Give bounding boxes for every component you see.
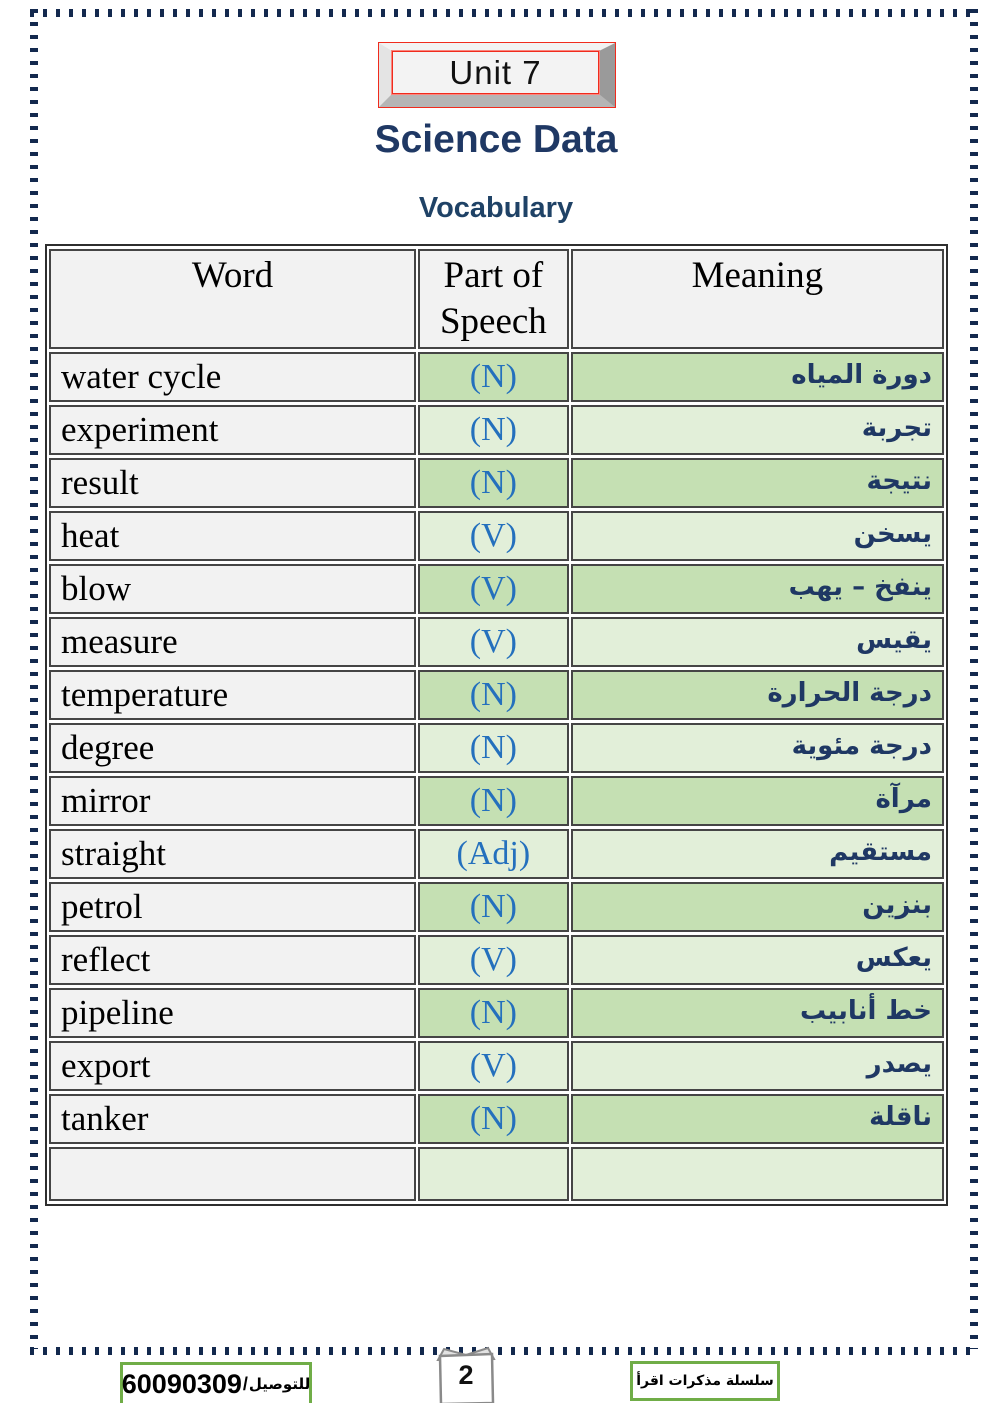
pos-cell: (N): [418, 775, 569, 826]
word-cell: degree: [49, 722, 417, 773]
table-row: straight (Adj) مستقيم: [49, 828, 944, 879]
meaning-cell: يعكس: [570, 934, 944, 985]
column-header-meaning: Meaning: [570, 249, 944, 349]
table-row: petrol (N) بنزين: [49, 881, 944, 932]
pos-cell: (N): [418, 669, 569, 720]
pos-cell: [418, 1146, 569, 1201]
page-border-left: [30, 9, 38, 1349]
contact-box: للتوصيل/60090309: [120, 1362, 312, 1403]
table-row: blow (V) ينفخ – يهب: [49, 563, 944, 614]
table-row: mirror (N) مرآة: [49, 775, 944, 826]
page-border-right: [970, 9, 978, 1349]
word-cell: pipeline: [49, 987, 417, 1038]
meaning-cell: ناقلة: [570, 1093, 944, 1144]
meaning-cell: ينفخ – يهب: [570, 563, 944, 614]
page-number: 2: [458, 1360, 474, 1390]
page-title: Science Data: [374, 118, 618, 161]
meaning-cell: مستقيم: [570, 828, 944, 879]
table-row: reflect (V) يعكس: [49, 934, 944, 985]
word-cell: straight: [49, 828, 417, 879]
pos-cell: (N): [418, 881, 569, 932]
word-cell: tanker: [49, 1093, 417, 1144]
meaning-cell: يقيس: [570, 616, 944, 667]
pos-cell: (V): [418, 616, 569, 667]
word-cell: experiment: [49, 404, 417, 455]
pos-cell: (N): [418, 404, 569, 455]
table-row: experiment (N) تجربة: [49, 404, 944, 455]
series-label: سلسلة مذكرات اقرأ: [636, 1373, 774, 1389]
table-row: degree (N) درجة مئوية: [49, 722, 944, 773]
series-box: سلسلة مذكرات اقرأ: [630, 1361, 780, 1401]
meaning-cell: يسخن: [570, 510, 944, 561]
pos-cell: (N): [418, 351, 569, 402]
table-row: [49, 1146, 944, 1201]
column-header-pos: Part of Speech: [418, 249, 569, 349]
contact-separator: /: [242, 1373, 248, 1394]
unit-banner: Unit 7: [378, 42, 616, 108]
unit-banner-bevel: Unit 7: [379, 43, 615, 107]
pos-cell: (N): [418, 1093, 569, 1144]
column-header-word: Word: [49, 249, 417, 349]
scroll-paper-icon: [436, 1346, 496, 1403]
page-border-bottom: [30, 1347, 978, 1355]
page-number-scroll-icon: 2: [428, 1344, 504, 1403]
table-header-row: Word Part of Speech Meaning: [49, 249, 944, 349]
meaning-cell: تجربة: [570, 404, 944, 455]
pos-cell: (N): [418, 722, 569, 773]
word-cell: export: [49, 1040, 417, 1091]
word-cell: heat: [49, 510, 417, 561]
table-row: tanker (N) ناقلة: [49, 1093, 944, 1144]
table-row: result (N) نتيجة: [49, 457, 944, 508]
contact-label: للتوصيل: [248, 1375, 311, 1393]
contact-number: 60090309: [121, 1368, 242, 1399]
pos-cell: (V): [418, 563, 569, 614]
table-row: pipeline (N) خط أنابيب: [49, 987, 944, 1038]
vocabulary-table: Word Part of Speech Meaning water cycle(…: [45, 244, 948, 1206]
unit-banner-label: Unit 7: [391, 50, 600, 95]
table-row: heat (V) يسخن: [49, 510, 944, 561]
page-subtitle: Vocabulary: [418, 192, 574, 224]
meaning-cell: خط أنابيب: [570, 987, 944, 1038]
word-cell: temperature: [49, 669, 417, 720]
word-cell: [49, 1146, 417, 1201]
word-cell: reflect: [49, 934, 417, 985]
table-row: export (V) يصدر: [49, 1040, 944, 1091]
table-row: temperature (N) درجة الحرارة: [49, 669, 944, 720]
meaning-cell: درجة مئوية: [570, 722, 944, 773]
meaning-cell: درجة الحرارة: [570, 669, 944, 720]
meaning-cell: نتيجة: [570, 457, 944, 508]
table-row: water cycle (N) دورة المياه: [49, 351, 944, 402]
word-cell: result: [49, 457, 417, 508]
pos-cell: (N): [418, 457, 569, 508]
word-cell: blow: [49, 563, 417, 614]
meaning-cell: بنزين: [570, 881, 944, 932]
meaning-cell: يصدر: [570, 1040, 944, 1091]
pos-cell: (V): [418, 934, 569, 985]
word-cell: measure: [49, 616, 417, 667]
table-row: measure (V) يقيس: [49, 616, 944, 667]
meaning-cell: مرآة: [570, 775, 944, 826]
word-cell: water cycle: [49, 351, 417, 402]
word-cell: mirror: [49, 775, 417, 826]
pos-cell: (V): [418, 1040, 569, 1091]
pos-cell: (V): [418, 510, 569, 561]
pos-cell: (N): [418, 987, 569, 1038]
word-cell: petrol: [49, 881, 417, 932]
pos-cell: (Adj): [418, 828, 569, 879]
page-border-top: [30, 9, 978, 17]
vocab-table-body: water cycle (N) دورة المياه experiment (N) تج…: [49, 351, 944, 1201]
meaning-cell: دورة المياه: [570, 351, 944, 402]
meaning-cell: [570, 1146, 944, 1201]
